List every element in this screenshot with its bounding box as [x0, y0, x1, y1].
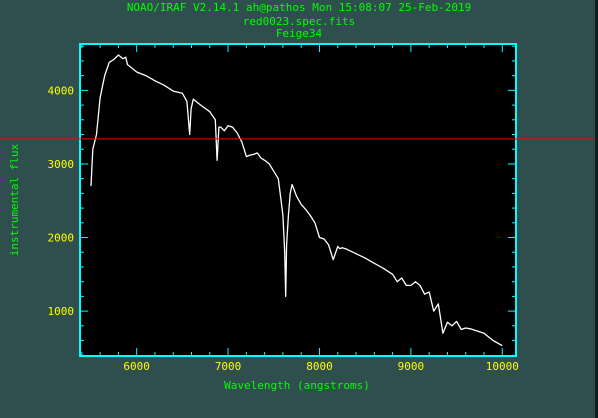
x-tick-label: 9000	[398, 360, 425, 373]
plot-frame	[79, 43, 517, 357]
x-tick-label: 8000	[306, 360, 333, 373]
x-tick-label: 6000	[123, 360, 150, 373]
plot-header-info: NOAO/IRAF V2.14.1 ah@pathos Mon 15:08:07…	[126, 1, 472, 14]
y-tick-label: 4000	[48, 84, 75, 97]
x-tick-labels: 6000 7000 8000 9000 10000	[123, 360, 518, 373]
x-tick-label: 10000	[486, 360, 519, 373]
x-axis-label: Wavelength (angstroms)	[224, 379, 370, 392]
spectrum-line	[90, 54, 503, 347]
y-tick-label: 2000	[48, 232, 75, 245]
plot-title: red0023.spec.fits	[242, 15, 356, 28]
y-axis-label: instrumental flux	[8, 143, 21, 256]
y-tick-label: 3000	[48, 158, 75, 171]
window-edge	[595, 0, 598, 418]
y-tick-labels: 1000 2000 3000 4000	[48, 84, 75, 318]
x-tick-label: 7000	[215, 360, 242, 373]
plot-subtitle: Feige34	[275, 27, 323, 40]
y-tick-label: 1000	[48, 305, 75, 318]
